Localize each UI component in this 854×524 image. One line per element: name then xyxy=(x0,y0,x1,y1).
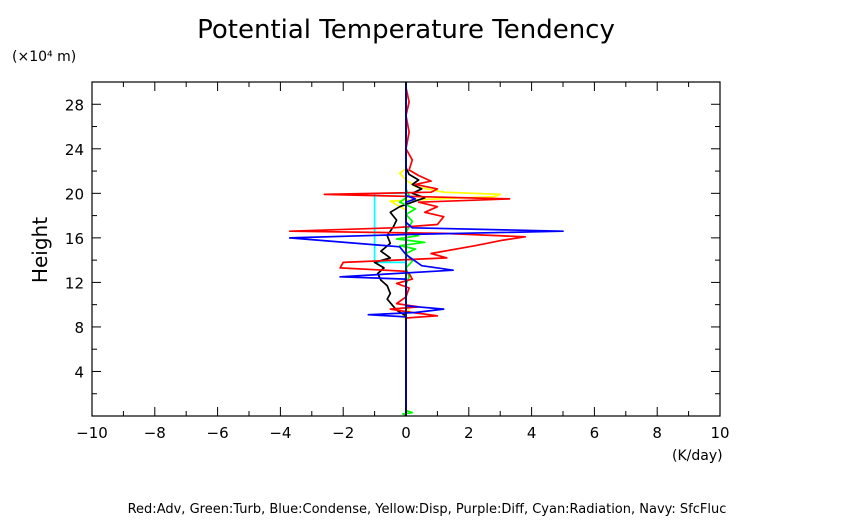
x-tick-label: −2 xyxy=(332,424,354,442)
x-tick-label: −4 xyxy=(269,424,291,442)
y-tick-label: 4 xyxy=(74,363,84,381)
x-tick-label: 10 xyxy=(710,424,729,442)
y-unit-label: (×10⁴ m) xyxy=(12,49,76,65)
y-tick-label: 24 xyxy=(65,141,84,159)
chart-title: Potential Temperature Tendency xyxy=(197,15,615,45)
x-tick-label: −8 xyxy=(144,424,166,442)
series-layer xyxy=(288,82,564,417)
x-tick-label: 0 xyxy=(401,424,411,442)
x-unit-label: (K/day) xyxy=(672,448,723,464)
x-tick-label: 8 xyxy=(652,424,662,442)
x-tick-label: −6 xyxy=(207,424,229,442)
series-line-4 xyxy=(288,87,527,416)
series-line-5 xyxy=(288,82,564,416)
series-line-2 xyxy=(373,82,426,416)
legend-text: Red:Adv, Green:Turb, Blue:Condense, Yell… xyxy=(128,502,727,517)
x-tick-label: −10 xyxy=(76,424,108,442)
x-tick-label: 4 xyxy=(527,424,537,442)
y-tick-label: 20 xyxy=(65,185,84,203)
x-tick-label: 2 xyxy=(464,424,474,442)
y-axis-label: Height xyxy=(28,217,52,283)
y-tick-label: 8 xyxy=(74,319,84,337)
y-tick-label: 16 xyxy=(65,230,84,248)
x-tick-label: 6 xyxy=(590,424,600,442)
y-tick-label: 28 xyxy=(65,96,84,114)
y-tick-label: 12 xyxy=(65,274,84,292)
